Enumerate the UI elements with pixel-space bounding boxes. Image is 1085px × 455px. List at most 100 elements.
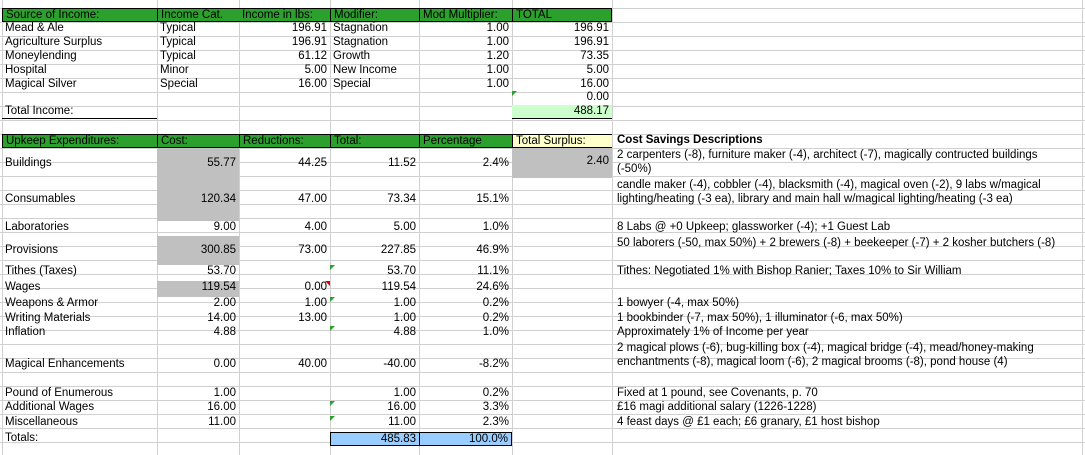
upkeep-header-cost[interactable]: Cost:	[157, 134, 239, 148]
income-source[interactable]: Moneylending	[5, 50, 77, 62]
income-lbs[interactable]: 196.91	[291, 36, 327, 48]
upkeep-row-cost[interactable]: 300.85	[157, 236, 239, 265]
upkeep-row-name[interactable]: Laboratories	[5, 221, 69, 233]
upkeep-header-name[interactable]: Upkeep Expenditures:	[2, 134, 157, 148]
upkeep-row-reductions[interactable]	[239, 265, 330, 281]
upkeep-row-total[interactable]: 73.34	[387, 193, 416, 205]
upkeep-row-total[interactable]: 227.85	[380, 244, 416, 256]
upkeep-row-description[interactable]: candle maker (-4), cobbler (-4), blacksm…	[617, 179, 1041, 205]
upkeep-row-total[interactable]: 1.00	[393, 312, 416, 324]
upkeep-row-reductions[interactable]: 47.00	[298, 193, 327, 205]
income-category[interactable]: Special	[160, 78, 198, 90]
upkeep-row-percentage[interactable]: 3.3%	[482, 401, 509, 413]
upkeep-row-cost[interactable]: 11.00	[208, 416, 236, 428]
upkeep-row-name[interactable]: Pound of Enumerous	[5, 387, 114, 399]
upkeep-row-reductions[interactable]: 73.00	[298, 244, 327, 256]
upkeep-row-cost[interactable]: 16.00	[207, 401, 236, 413]
income-multiplier[interactable]: 1.00	[486, 22, 509, 34]
income-modifier[interactable]: Growth	[333, 50, 371, 62]
income-multiplier[interactable]: 1.00	[486, 64, 509, 76]
upkeep-row-name[interactable]: Inflation	[5, 326, 46, 338]
upkeep-row-cost[interactable]: 9.00	[213, 221, 236, 233]
upkeep-row-total[interactable]: -40.00	[383, 358, 416, 370]
upkeep-row-cost[interactable]: 14.00	[207, 312, 236, 324]
upkeep-row-percentage[interactable]: 1.0%	[482, 221, 509, 233]
upkeep-row-reductions[interactable]: 40.00	[298, 358, 327, 370]
income-lbs[interactable]: 196.91	[291, 22, 327, 34]
income-modifier[interactable]: Special	[333, 78, 371, 90]
upkeep-row-total[interactable]: 119.54	[381, 281, 416, 293]
income-modifier[interactable]: Stagnation	[333, 22, 388, 34]
total-income-value[interactable]: 488.17	[512, 105, 612, 119]
upkeep-row-total[interactable]: 1.00	[393, 297, 416, 309]
income-header-source[interactable]: Source of Income:	[2, 8, 157, 22]
upkeep-row-reductions[interactable]	[239, 326, 330, 341]
upkeep-row-reductions[interactable]: 1.00	[304, 297, 327, 309]
totals-value[interactable]: 485.83	[330, 432, 419, 446]
income-lbs[interactable]: 61.12	[298, 50, 327, 62]
upkeep-row-description[interactable]: 4 feast days @ £1 each; £6 granary, £1 h…	[617, 416, 880, 428]
upkeep-row-total[interactable]: 53.70	[387, 265, 416, 277]
upkeep-row-total[interactable]: 11.52	[388, 157, 416, 169]
income-header-total[interactable]: TOTAL	[512, 8, 612, 22]
income-multiplier[interactable]: 1.00	[486, 36, 509, 48]
upkeep-row-name[interactable]: Buildings	[5, 157, 52, 169]
income-source[interactable]: Magical Silver	[5, 78, 77, 90]
upkeep-row-reductions[interactable]	[239, 401, 330, 416]
upkeep-row-name[interactable]: Writing Materials	[5, 312, 91, 324]
income-source[interactable]: Agriculture Surplus	[5, 36, 103, 48]
upkeep-row-description[interactable]: 8 Labs @ +0 Upkeep; glassworker (-4); +1…	[617, 221, 891, 233]
upkeep-row-description[interactable]: 50 laborers (-50, max 50%) + 2 brewers (…	[617, 237, 1056, 249]
upkeep-row-name[interactable]: Consumables	[5, 193, 76, 205]
upkeep-row-reductions[interactable]: 44.25	[298, 157, 327, 169]
upkeep-row-description[interactable]: 2 carpenters (-8), furniture maker (-4),…	[617, 149, 1038, 175]
upkeep-row-cost[interactable]: 55.77	[157, 148, 239, 178]
upkeep-row-percentage[interactable]: 15.1%	[476, 193, 509, 205]
income-modifier[interactable]: New Income	[333, 64, 397, 76]
upkeep-row-cost[interactable]: 0.00	[213, 358, 236, 370]
upkeep-row-reductions[interactable]: 4.00	[304, 221, 327, 233]
upkeep-row-total[interactable]: 16.00	[387, 401, 416, 413]
upkeep-row-percentage[interactable]: 2.3%	[482, 416, 509, 428]
income-header-lbs[interactable]: Income in lbs:	[239, 8, 330, 22]
income-category[interactable]: Typical	[160, 50, 196, 62]
upkeep-row-reductions[interactable]: 13.00	[298, 312, 327, 324]
upkeep-row-cost[interactable]: 120.34	[157, 178, 239, 221]
upkeep-row-name[interactable]: Miscellaneous	[5, 416, 78, 428]
upkeep-row-percentage[interactable]: -8.2%	[478, 358, 509, 370]
income-header-mult[interactable]: Mod Multiplier:	[419, 8, 512, 22]
upkeep-row-percentage[interactable]: 1.0%	[482, 326, 509, 338]
income-total[interactable]: 16.00	[580, 78, 609, 90]
upkeep-row-cost[interactable]: 4.88	[213, 326, 236, 338]
income-category[interactable]: Typical	[160, 36, 196, 48]
upkeep-row-name[interactable]: Tithes (Taxes)	[5, 265, 77, 277]
upkeep-row-total[interactable]: 5.00	[393, 221, 416, 233]
upkeep-row-cost[interactable]: 53.70	[207, 265, 236, 277]
upkeep-row-reductions[interactable]	[239, 387, 330, 401]
income-category[interactable]: Typical	[160, 22, 196, 34]
upkeep-row-percentage[interactable]: 24.6%	[476, 281, 509, 293]
total-surplus-value[interactable]: 2.40	[512, 148, 612, 178]
upkeep-row-cost[interactable]: 1.00	[213, 387, 236, 399]
income-multiplier[interactable]: 1.20	[486, 50, 509, 62]
upkeep-row-total[interactable]: 11.00	[388, 416, 416, 428]
income-category[interactable]: Minor	[160, 64, 189, 76]
upkeep-row-description[interactable]: Tithes: Negotiated 1% with Bishop Ranier…	[617, 265, 962, 277]
income-header-modifier[interactable]: Modifier:	[330, 8, 419, 22]
upkeep-row-cost[interactable]: 2.00	[213, 297, 236, 309]
upkeep-row-percentage[interactable]: 2.4%	[482, 157, 509, 169]
upkeep-row-description[interactable]: 1 bookbinder (-7, max 50%), 1 illuminato…	[617, 312, 903, 324]
upkeep-header-percentage[interactable]: Percentage	[419, 134, 512, 148]
upkeep-row-cost[interactable]: 119.54	[157, 281, 239, 297]
upkeep-row-reductions[interactable]: 0.00	[304, 281, 327, 293]
upkeep-row-description[interactable]: 2 magical plows (-6), bug-killing box (-…	[617, 342, 1034, 368]
income-source[interactable]: Hospital	[5, 64, 47, 76]
upkeep-row-total[interactable]: 4.88	[393, 326, 416, 338]
upkeep-row-description[interactable]: £16 magi additional salary (1226-1228)	[617, 401, 817, 413]
upkeep-row-name[interactable]: Magical Enhancements	[5, 358, 125, 370]
income-total[interactable]: 196.91	[573, 22, 609, 34]
upkeep-row-percentage[interactable]: 0.2%	[482, 297, 509, 309]
income-total[interactable]: 196.91	[573, 36, 609, 48]
upkeep-row-description[interactable]: 1 bowyer (-4, max 50%)	[617, 297, 740, 309]
income-lbs[interactable]: 5.00	[304, 64, 327, 76]
